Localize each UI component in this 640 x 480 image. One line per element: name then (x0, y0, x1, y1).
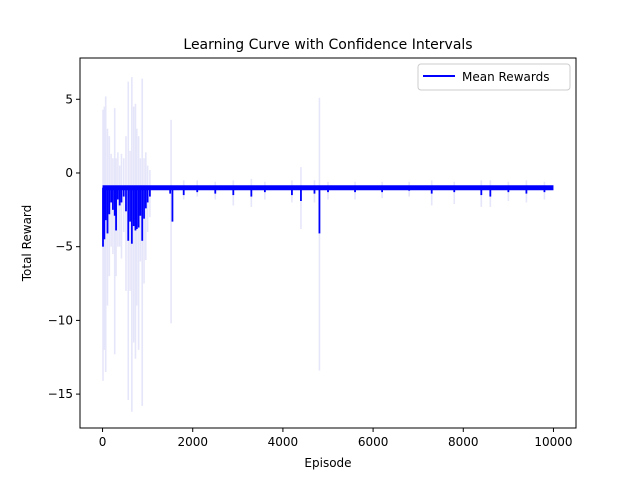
x-tick-label-0: 0 (99, 435, 107, 449)
y-tick-label-0: −15 (48, 387, 73, 401)
plot-frame (79, 57, 577, 429)
x-tick-label-1: 2000 (177, 435, 208, 449)
legend: Mean Rewards (417, 63, 571, 91)
y-tick-label-3: 0 (65, 166, 73, 180)
chart-title: Learning Curve with Confidence Intervals (183, 37, 472, 53)
x-tick-label-5: 10000 (534, 435, 572, 449)
x-tick-label-4: 8000 (448, 435, 479, 449)
legend-box (417, 63, 571, 91)
mean-rewards-series (102, 185, 554, 247)
x-axis-label: Episode (304, 456, 351, 470)
y-tick-label-2: −5 (55, 240, 73, 254)
y-tick-label-4: 5 (65, 92, 73, 106)
y-axis-label: Total Reward (20, 205, 34, 283)
legend-entry-mean-rewards: Mean Rewards (462, 70, 549, 84)
x-tick-label-2: 4000 (268, 435, 299, 449)
y-tick-label-1: −10 (48, 313, 73, 327)
axes: 0 2000 4000 6000 8000 10000 −15 −10 −5 0 5 (48, 57, 577, 449)
x-tick-label-3: 6000 (358, 435, 389, 449)
